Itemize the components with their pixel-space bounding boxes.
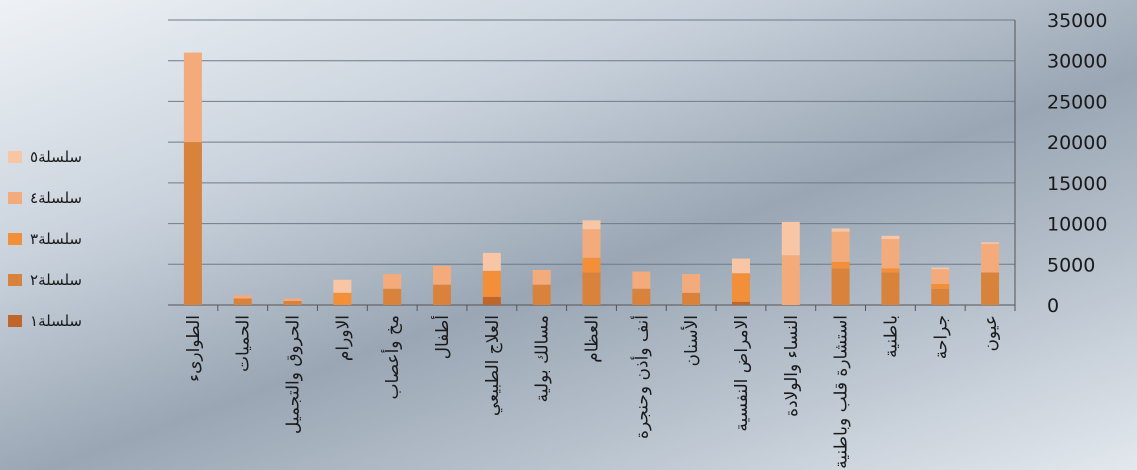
bar-segment	[881, 239, 900, 269]
bar-segment	[183, 52, 202, 143]
legend-label: سلسلة٥	[30, 148, 82, 166]
bar-segment	[283, 300, 302, 305]
legend-label: سلسلة١	[30, 312, 82, 330]
x-tick-label: جراحة	[931, 315, 951, 359]
bar-segment	[682, 274, 701, 293]
bar-segment	[582, 220, 601, 230]
bar-segment	[383, 274, 402, 289]
legend-label: سلسلة٣	[30, 230, 82, 248]
bar-segment	[482, 270, 501, 297]
y-tick-label: 25000	[1047, 91, 1107, 113]
y-tick-label: 20000	[1047, 132, 1107, 154]
y-tick-label: 30000	[1047, 51, 1107, 73]
x-tick-label: أنف وأذن وحنجرة	[630, 315, 652, 439]
bar-segment	[433, 284, 452, 305]
bar-segment	[333, 279, 352, 293]
bar-segment	[831, 231, 850, 262]
x-tick-label: العلاج الطبيعي	[483, 315, 503, 416]
bar-segment	[831, 261, 850, 269]
x-tick-label: الامراض النفسية	[732, 315, 752, 432]
bar-segment	[881, 268, 900, 273]
bar-segment	[781, 255, 800, 305]
bar-segment	[582, 229, 601, 258]
x-tick-label: الحروق والتجميل	[284, 315, 304, 434]
bar-segment	[532, 269, 551, 285]
bar-segment	[931, 269, 950, 284]
bar-segment	[931, 267, 950, 270]
legend-label: سلسلة٤	[30, 189, 82, 207]
bar-segment	[731, 301, 750, 305]
x-tick-label: أطفال	[431, 315, 453, 359]
bar-segment	[981, 242, 1000, 244]
x-tick-label: مسالك بولية	[533, 315, 553, 402]
legend-swatch	[8, 315, 22, 327]
bar-segment	[981, 243, 1000, 273]
legend-swatch	[8, 274, 22, 286]
x-tick-label: باطنية	[881, 315, 901, 358]
bar-segment	[831, 228, 850, 232]
bar-segment	[931, 288, 950, 305]
bar-segment	[981, 272, 1000, 305]
y-tick-label: 15000	[1047, 173, 1107, 195]
bar-segment	[482, 296, 501, 305]
x-tick-label: استشارة قلب وباطنية	[832, 315, 852, 469]
x-tick-label: النساء والولادة	[782, 315, 802, 417]
x-tick-label: الاورام	[333, 315, 353, 361]
x-tick-label: الطوارىء	[184, 315, 204, 382]
bar-segment	[632, 271, 651, 289]
bar-segment	[881, 272, 900, 305]
bar-segment	[931, 283, 950, 289]
bar-segment	[532, 284, 551, 305]
legend-swatch	[8, 192, 22, 204]
bar-segment	[781, 221, 800, 256]
bar-segment	[831, 268, 850, 305]
bar-segment	[582, 272, 601, 305]
y-tick-label: 10000	[1047, 214, 1107, 236]
bar-segment	[233, 298, 252, 305]
bar-segment	[433, 265, 452, 285]
y-tick-label: 35000	[1047, 10, 1107, 32]
y-tick-label: 0	[1047, 295, 1059, 317]
x-tick-label: العظام	[583, 315, 603, 363]
bar-segment	[731, 258, 750, 274]
bar-segment	[482, 252, 501, 271]
bar-segment	[682, 292, 701, 305]
bar-segment	[283, 298, 302, 301]
bar-segment	[183, 142, 202, 305]
legend-label: سلسلة٢	[30, 271, 82, 289]
x-tick-label: الحميات	[234, 315, 254, 372]
bar-segment	[233, 295, 252, 299]
bar-segment	[582, 257, 601, 273]
x-tick-label: مخ وأعصاب	[381, 315, 403, 400]
bar-segment	[632, 288, 651, 305]
bar-segment	[333, 292, 352, 305]
bar-segment	[881, 235, 900, 240]
x-tick-label: الأسنان	[681, 315, 702, 366]
bar-segment	[731, 273, 750, 302]
bar-segment	[383, 288, 402, 305]
x-tick-label: عيون	[981, 315, 1001, 352]
legend-swatch	[8, 151, 22, 163]
legend-swatch	[8, 233, 22, 245]
y-tick-label: 5000	[1047, 254, 1095, 276]
